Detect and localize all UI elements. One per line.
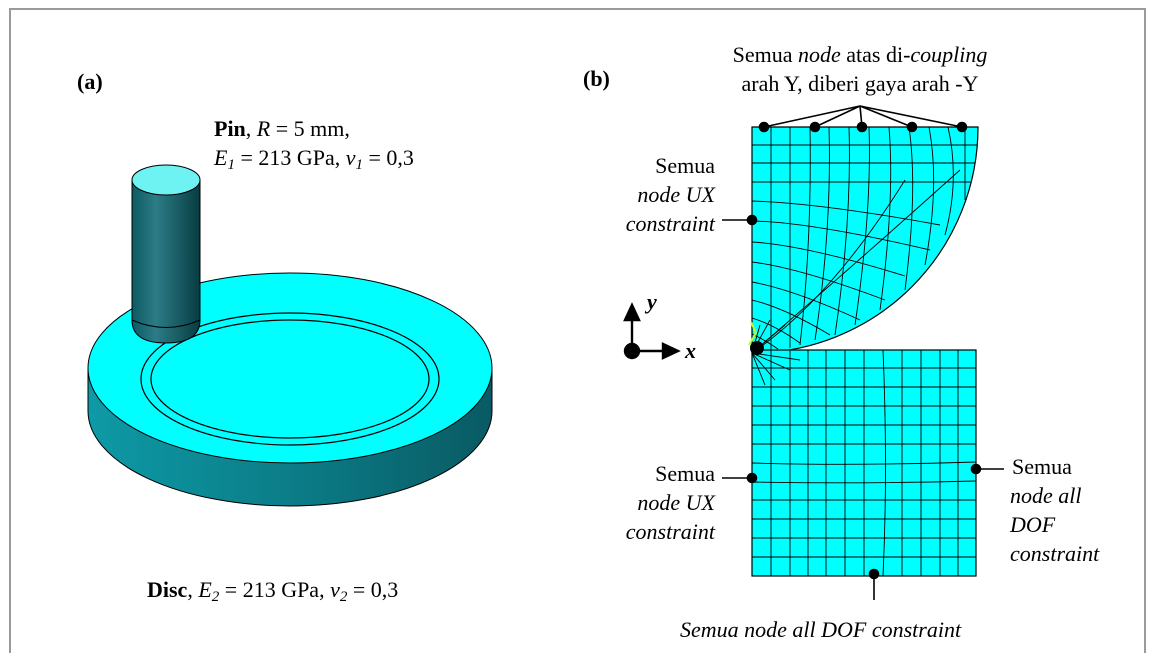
pin-poisson-symbol: v (345, 145, 356, 170)
left-upper-line3: constraint (625, 211, 715, 236)
pin-poisson-value: = 0,3 (363, 145, 414, 170)
pin-modulus-symbol: E (214, 145, 228, 170)
top-note-part4: coupling (910, 42, 988, 67)
top-note-part2: node (797, 42, 841, 67)
right-line2: node all (1010, 483, 1082, 508)
disc-poisson-value: = 0,3 (347, 577, 399, 602)
pin-radius-symbol: R (256, 116, 271, 141)
disc-label: Disc, E2 = 213 GPa, v2 = 0,3 (147, 577, 399, 605)
leader-lines (722, 214, 1004, 600)
left-lower-line3: constraint (625, 519, 715, 544)
pin-label-line1: Pin, R = 5 mm, (214, 116, 350, 141)
top-note-part1: Semua (732, 42, 798, 67)
top-note-line1: Semua node atas di-coupling (690, 42, 1030, 68)
right-line1: Semua (1012, 454, 1072, 479)
pin-poisson-subscript: 1 (355, 157, 364, 173)
right-line4: constraint (1010, 541, 1100, 566)
right-line3: DOF (1010, 512, 1056, 537)
pin-name: Pin (214, 116, 246, 141)
axis-x-label: x (685, 338, 696, 363)
disc-poisson-symbol: v (330, 577, 340, 602)
disc-modulus-symbol: E (198, 577, 212, 602)
disc-poisson-subscript: 2 (339, 589, 348, 605)
disc-modulus-subscript: 2 (211, 589, 220, 605)
left-lower-line2: node UX (637, 490, 715, 515)
disc-name: Disc (147, 577, 188, 602)
left-upper-line2: node UX (637, 182, 715, 207)
figure-frame (9, 8, 1146, 653)
mesh-lower (748, 321, 977, 577)
coupling-connector (758, 105, 968, 133)
left-upper-line1: Semua (655, 153, 715, 178)
disc-modulus-value: = 213 GPa, (219, 577, 331, 602)
bottom-note: Semua node all DOF constraint (680, 617, 962, 642)
pin-radius-value: = 5 mm, (270, 116, 350, 141)
mesh-upper (751, 126, 979, 354)
axis-y-label: y (647, 289, 657, 314)
panel-b-label: (b) (583, 66, 610, 91)
panel-a-label: (a) (77, 69, 103, 94)
top-note-line2: arah Y, diberi gaya arah -Y (741, 71, 979, 96)
pin-modulus-value: = 213 GPa, (234, 145, 346, 170)
left-lower-line1: Semua (655, 461, 715, 486)
axis-triad (623, 302, 681, 360)
top-note-part3: atas di- (840, 42, 911, 67)
pin-modulus-subscript: 1 (227, 157, 235, 173)
pin-3d (131, 164, 201, 344)
pin-label-line2: E1 = 213 GPa, v1 = 0,3 (214, 145, 414, 173)
